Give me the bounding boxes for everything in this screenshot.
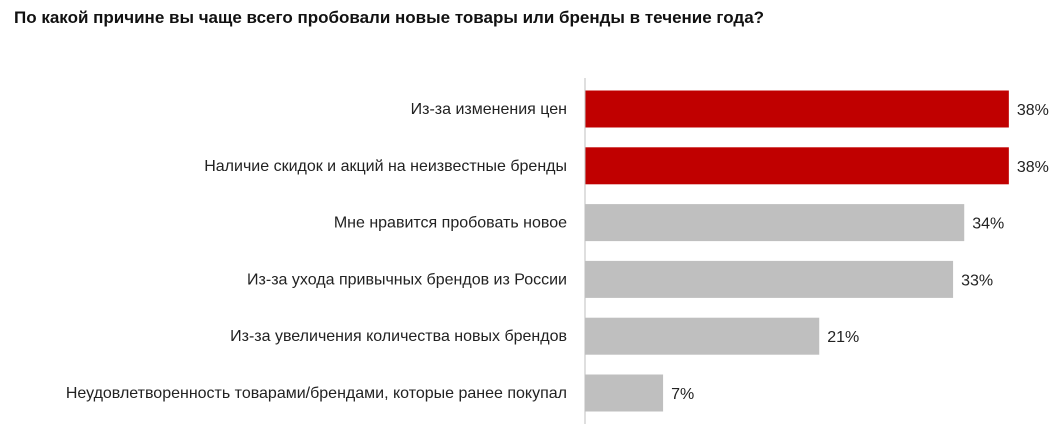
value-label-3: 34% [972,216,1004,233]
category-label-2: Наличие скидок и акций на неизвестные бр… [204,158,567,175]
category-label-4: Из-за ухода привычных брендов из России [247,271,567,288]
bar-5 [585,317,820,355]
value-label-5: 21% [827,329,859,346]
bar-2 [585,147,1009,185]
category-labels-group: Из-за изменения цен Наличие скидок и акци… [66,101,567,402]
bar-4 [585,260,954,298]
category-label-5: Из-за увеличения количества новых брендо… [230,328,567,345]
value-label-1: 38% [1017,102,1049,119]
bar-6 [585,374,664,412]
category-label-6: Неудовлетворенность товарами/брендами, к… [66,385,567,402]
bar-3 [585,204,965,242]
value-label-2: 38% [1017,159,1049,176]
category-label-1: Из-за изменения цен [411,101,567,118]
value-label-4: 33% [961,272,993,289]
bar-1 [585,90,1009,128]
chart-title: По какой причине вы чаще всего пробовали… [14,8,765,27]
category-label-3: Мне нравится пробовать новое [334,215,567,232]
value-labels-group: 38% 38% 34% 33% 21% 7% [671,102,1049,403]
value-label-6: 7% [671,386,694,403]
bars-group [585,90,1009,412]
